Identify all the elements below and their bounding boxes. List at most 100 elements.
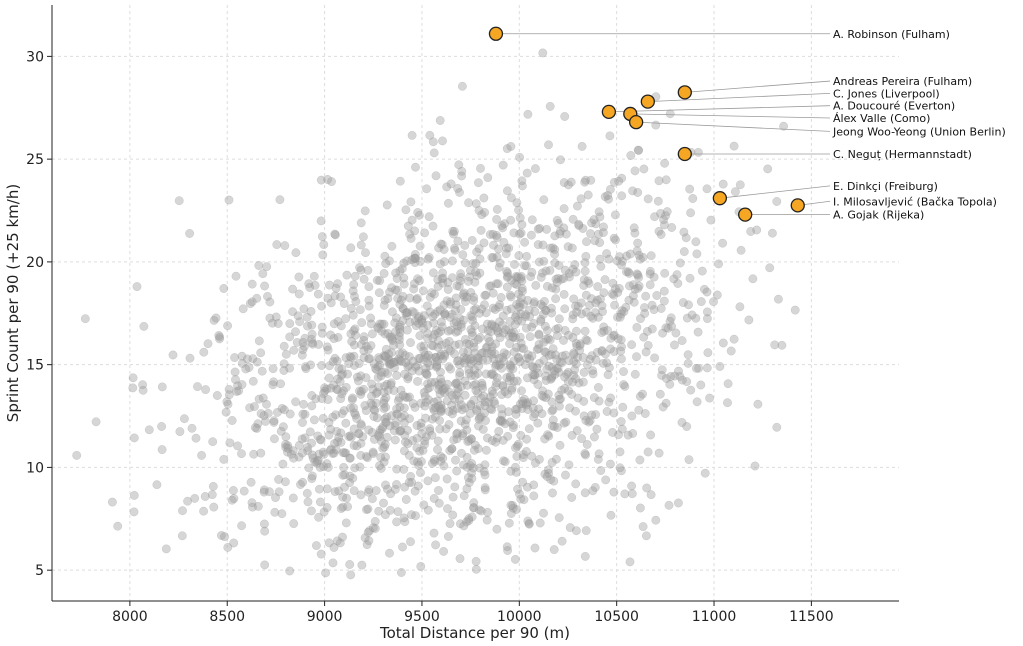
data-point — [473, 356, 483, 366]
data-point — [634, 281, 644, 291]
data-point — [437, 340, 447, 350]
data-point — [379, 398, 389, 408]
data-point — [434, 385, 444, 394]
data-point — [541, 305, 551, 315]
data-point — [577, 434, 587, 444]
data-point — [392, 404, 402, 414]
data-point — [574, 221, 584, 231]
data-point — [359, 274, 369, 284]
data-point — [420, 391, 430, 401]
data-point — [398, 316, 408, 326]
data-point — [232, 387, 242, 396]
data-point — [317, 322, 327, 332]
data-point — [246, 477, 256, 487]
data-point — [609, 330, 619, 340]
data-point — [375, 428, 385, 438]
data-point — [373, 372, 383, 382]
data-point — [379, 457, 389, 467]
data-point — [506, 361, 516, 371]
highlight-labels: A. Robinson (Fulham)Andreas Pereira (Ful… — [832, 28, 1006, 222]
data-point — [495, 416, 505, 426]
data-point — [467, 327, 477, 337]
data-point — [502, 272, 512, 282]
data-point — [370, 516, 380, 526]
data-point — [581, 307, 591, 317]
data-point — [450, 394, 460, 404]
data-point — [474, 414, 484, 424]
y-tick-label: 25 — [26, 152, 44, 168]
data-point — [264, 487, 274, 497]
data-point — [462, 452, 472, 462]
data-point — [527, 215, 537, 225]
data-point — [524, 305, 534, 315]
data-point — [469, 498, 479, 508]
y-tick-label: 10 — [26, 460, 44, 476]
data-point — [520, 237, 530, 247]
data-point — [645, 280, 655, 290]
data-point — [439, 349, 449, 359]
data-point — [564, 460, 574, 470]
data-point — [677, 375, 687, 385]
data-point — [328, 357, 338, 367]
data-point — [703, 348, 713, 358]
data-point — [609, 331, 619, 341]
data-point — [385, 505, 395, 515]
data-point — [439, 546, 449, 556]
data-point — [348, 393, 357, 403]
data-point — [471, 379, 481, 389]
data-point — [349, 424, 359, 434]
data-point — [604, 397, 614, 407]
data-point — [498, 435, 508, 445]
data-point — [487, 405, 497, 415]
data-point — [512, 198, 522, 208]
data-point — [431, 171, 441, 181]
data-point — [493, 279, 503, 289]
data-point — [529, 480, 539, 490]
data-point — [388, 357, 398, 367]
data-point — [389, 340, 399, 350]
data-point — [581, 175, 591, 185]
data-point — [491, 360, 501, 369]
data-point — [779, 121, 789, 131]
data-point — [712, 290, 722, 300]
data-point — [464, 435, 474, 445]
data-point — [363, 453, 372, 463]
data-point — [464, 368, 474, 378]
data-point — [663, 323, 673, 333]
data-point — [487, 346, 497, 356]
data-point — [203, 339, 213, 349]
data-point — [368, 523, 378, 533]
data-point — [280, 241, 290, 251]
data-point — [455, 313, 465, 323]
data-point — [356, 419, 366, 429]
data-point — [412, 361, 422, 370]
data-point — [335, 538, 345, 548]
data-point — [633, 188, 643, 197]
data-point — [753, 399, 763, 409]
data-point — [548, 415, 558, 425]
player-label: A. Gojak (Rijeka) — [833, 209, 924, 222]
data-point — [659, 215, 669, 225]
data-point — [447, 409, 457, 419]
data-point — [467, 474, 477, 483]
data-point — [374, 288, 384, 298]
data-point — [597, 346, 607, 355]
player-label: I. Milosavljević (Bačka Topola) — [833, 195, 997, 208]
data-point — [702, 363, 712, 373]
data-point — [542, 472, 552, 481]
data-point — [394, 354, 404, 364]
data-point — [406, 233, 416, 243]
data-point — [271, 312, 281, 322]
data-point — [497, 416, 507, 426]
data-point — [670, 340, 679, 350]
data-point — [522, 168, 532, 178]
data-point — [269, 377, 279, 387]
data-point — [439, 388, 449, 398]
data-point — [329, 543, 339, 552]
data-point — [510, 462, 520, 472]
data-point — [471, 199, 481, 209]
data-point — [418, 318, 427, 328]
data-point — [480, 207, 490, 217]
label-leader-line — [608, 105, 831, 113]
data-point — [508, 364, 518, 374]
